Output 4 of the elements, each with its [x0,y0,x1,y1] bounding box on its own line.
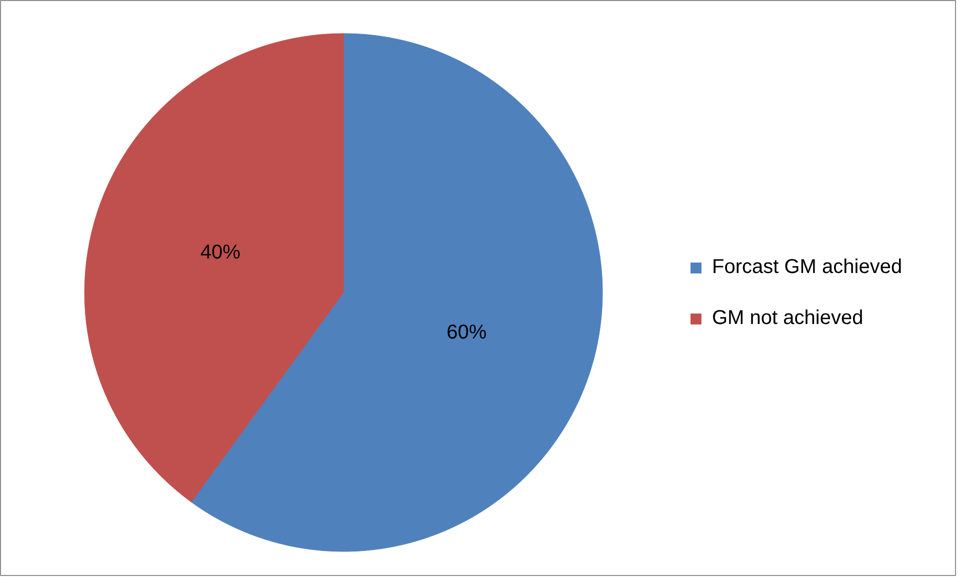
data-label: 60% [446,322,487,344]
legend-label: Forcast GM achieved [712,256,902,279]
data-label: 40% [200,241,241,264]
legend-label: GM not achieved [712,307,864,330]
